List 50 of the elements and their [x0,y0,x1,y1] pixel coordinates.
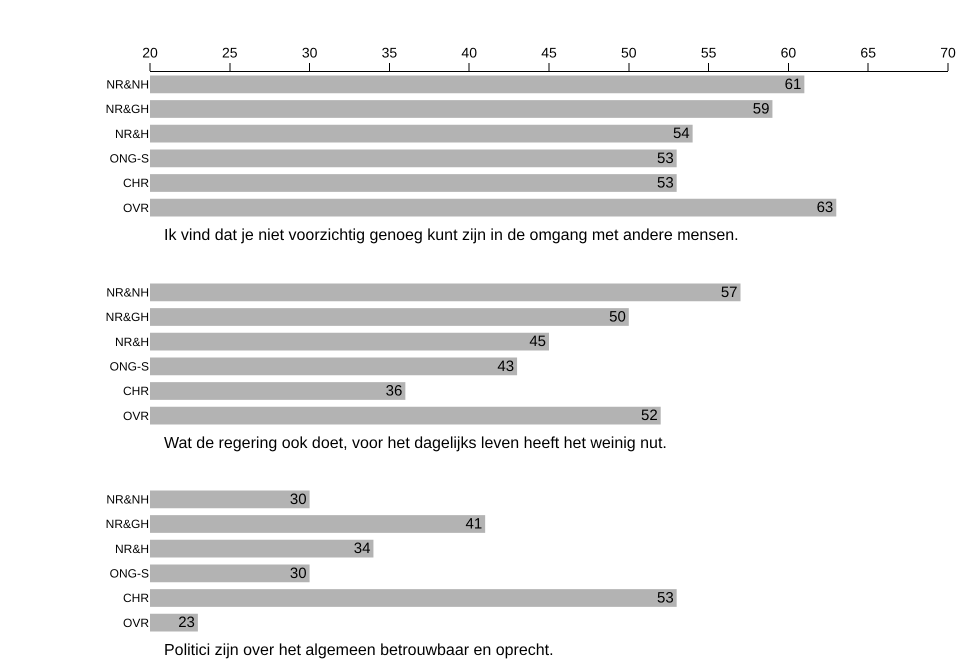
x-tick-label: 65 [860,44,876,60]
y-tick-label: CHR [123,176,150,190]
data-label: 63 [816,199,834,216]
y-tick-label: NR&H [114,334,149,349]
y-tick-label: CHR [123,591,150,606]
data-label: 50 [609,308,626,326]
y-tick-label: NR&GH [106,517,149,532]
y-tick-label: NR&H [114,542,149,556]
x-tick-label: 30 [302,44,318,60]
y-tick-label: NR&GH [106,102,149,116]
text: Wat de regering ook doet, voor het dagelijks leven heeft het weinig nut. [164,435,667,452]
x-tick-label: 20 [142,44,158,60]
y-tick-label: NR&NH [106,492,149,507]
data-label: 23 [178,614,195,632]
data-label: 61 [784,76,802,93]
data-label: 34 [354,540,370,558]
y-tick-label: CHR [123,384,150,398]
data-label: 57 [720,284,738,301]
x-tick-label: 60 [780,44,796,60]
data-label: 53 [656,150,674,167]
x-tick-label: 50 [621,44,637,60]
x-tick-label: 40 [461,44,478,60]
y-tick-label: NR&NH [106,78,149,92]
data-label: 43 [497,358,514,375]
data-label: 52 [641,407,658,424]
data-label: 59 [752,100,770,118]
x-tick-label: 25 [222,44,238,60]
y-tick-label: OVR [122,616,150,630]
x-tick-label: 35 [382,44,398,60]
y-tick-label: ONG-S [110,566,149,581]
y-tick-label: ONG-S [110,360,149,374]
y-tick-label: ONG-S [110,152,149,166]
data-label: 53 [656,174,674,192]
text: Politici zijn over het algemeen betrouwbaar en oprecht. [164,642,554,659]
x-tick-label: 70 [940,44,956,60]
data-label: 36 [386,382,402,400]
data-label: 45 [529,333,546,350]
data-label: 30 [290,564,307,582]
data-label: 41 [465,516,482,532]
x-tick-label: 45 [541,44,557,60]
text: Ik vind dat je niet voorzichtig genoeg kunt zijn in de omgang met andere mensen. [164,227,739,244]
data-label: 54 [672,125,690,142]
x-tick-label: 55 [700,44,717,60]
y-tick-label: NR&H [114,126,149,141]
y-tick-label: OVR [122,408,150,423]
y-tick-label: NR&NH [106,286,149,300]
data-label: 53 [656,590,674,606]
y-tick-label: OVR [122,200,150,215]
data-label: 30 [290,490,307,508]
y-tick-label: NR&GH [106,310,149,324]
